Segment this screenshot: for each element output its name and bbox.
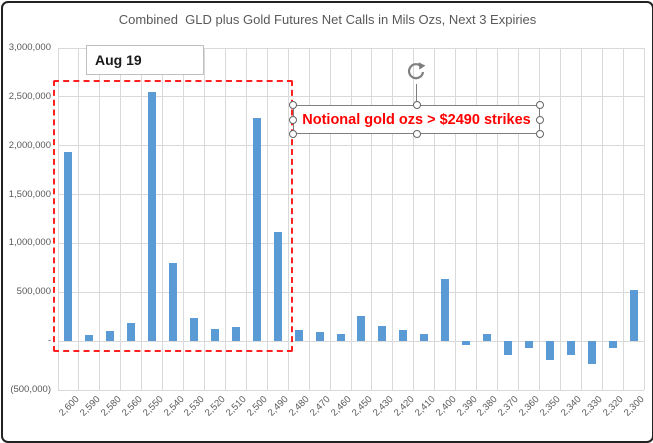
bar-2,330 (587, 341, 596, 364)
resize-handle-top-right[interactable] (536, 101, 544, 109)
bar-2,420 (399, 330, 408, 342)
resize-handle-bottom-middle[interactable] (412, 130, 421, 138)
notional-textbox[interactable]: Notional gold ozs > $2490 strikes (289, 101, 544, 138)
bar-2,550 (148, 91, 157, 342)
x-gridline (371, 48, 373, 390)
x-gridline (392, 48, 394, 390)
x-gridline (517, 48, 519, 390)
x-gridline (204, 48, 205, 390)
y-tick-label: - (47, 335, 51, 347)
bar-2,380 (483, 334, 492, 342)
x-gridline (350, 48, 352, 390)
x-gridline (141, 48, 143, 390)
x-gridline (99, 48, 101, 390)
bar-2,600 (64, 151, 73, 342)
bar-2,500 (252, 118, 261, 342)
y-tick-label: 2,000,000 (8, 139, 51, 151)
y-tick-label: 1,500,000 (8, 188, 51, 200)
x-gridline (329, 48, 331, 390)
y-tick-label: 3,000,000 (8, 42, 51, 53)
bar-2,390 (462, 341, 471, 346)
x-gridline (245, 48, 247, 390)
x-gridline (183, 48, 185, 390)
x-gridline (434, 48, 436, 390)
bar-2,430 (378, 326, 387, 342)
chart-title: Combined GLD plus Gold Futures Net Calls… (118, 12, 537, 27)
x-gridline (413, 48, 415, 390)
x-gridline (57, 48, 59, 390)
y-tick-label: (500,000) (10, 384, 51, 395)
bar-2,510 (231, 327, 240, 342)
bar-2,450 (357, 315, 366, 342)
x-gridline (78, 48, 80, 390)
rotate-handle-stem (416, 84, 417, 105)
bar-2,540 (169, 262, 178, 342)
y-tick-label: 500,000 (16, 286, 51, 298)
bar-2,520 (210, 329, 219, 342)
x-gridline (497, 48, 498, 390)
bar-2,410 (420, 333, 429, 342)
bar-2,340 (566, 341, 575, 355)
resize-handle-bottom-left[interactable] (289, 130, 297, 138)
resize-handle-top-left[interactable] (289, 101, 297, 109)
bar-2,320 (608, 341, 617, 348)
bar-2,560 (127, 322, 136, 342)
x-gridline (287, 48, 289, 390)
x-gridline (455, 48, 457, 390)
bar-2,350 (545, 341, 554, 360)
y-gridline (58, 389, 644, 391)
x-gridline (622, 48, 624, 390)
x-gridline (559, 48, 561, 390)
bar-2,480 (294, 330, 303, 342)
x-gridline (224, 48, 226, 390)
x-gridline (308, 48, 310, 390)
aug19-highlight-box[interactable] (53, 80, 293, 352)
bar-2,360 (524, 341, 533, 348)
x-gridline (601, 48, 603, 390)
plot-area (3, 3, 652, 441)
y-tick-label: 2,500,000 (8, 90, 51, 102)
x-gridline (120, 48, 122, 390)
x-gridline (266, 48, 268, 390)
resize-handle-middle-right[interactable] (536, 115, 544, 124)
resize-handle-middle-left[interactable] (289, 115, 297, 124)
x-gridline (162, 48, 164, 390)
notional-textbox-text: Notional gold ozs > $2490 strikes (302, 111, 531, 128)
x-gridline (643, 48, 645, 390)
resize-handle-bottom-right[interactable] (536, 130, 544, 138)
bar-2,470 (315, 332, 324, 342)
bar-2,300 (629, 290, 638, 342)
bar-2,580 (106, 331, 115, 342)
aug19-label: Aug 19 (95, 52, 142, 68)
bar-2,400 (441, 278, 450, 342)
bar-2,530 (190, 317, 199, 342)
resize-handle-top-middle[interactable] (412, 101, 421, 109)
x-gridline (580, 48, 582, 390)
bar-2,370 (503, 341, 512, 355)
bar-2,590 (85, 335, 94, 342)
rotate-icon[interactable] (405, 61, 427, 83)
x-gridline (538, 48, 540, 390)
x-gridline (476, 48, 478, 390)
aug19-label-box[interactable]: Aug 19 (86, 45, 204, 75)
y-tick-label: 1,000,000 (8, 237, 51, 249)
bar-2,490 (273, 231, 282, 342)
bar-2,460 (336, 334, 345, 342)
